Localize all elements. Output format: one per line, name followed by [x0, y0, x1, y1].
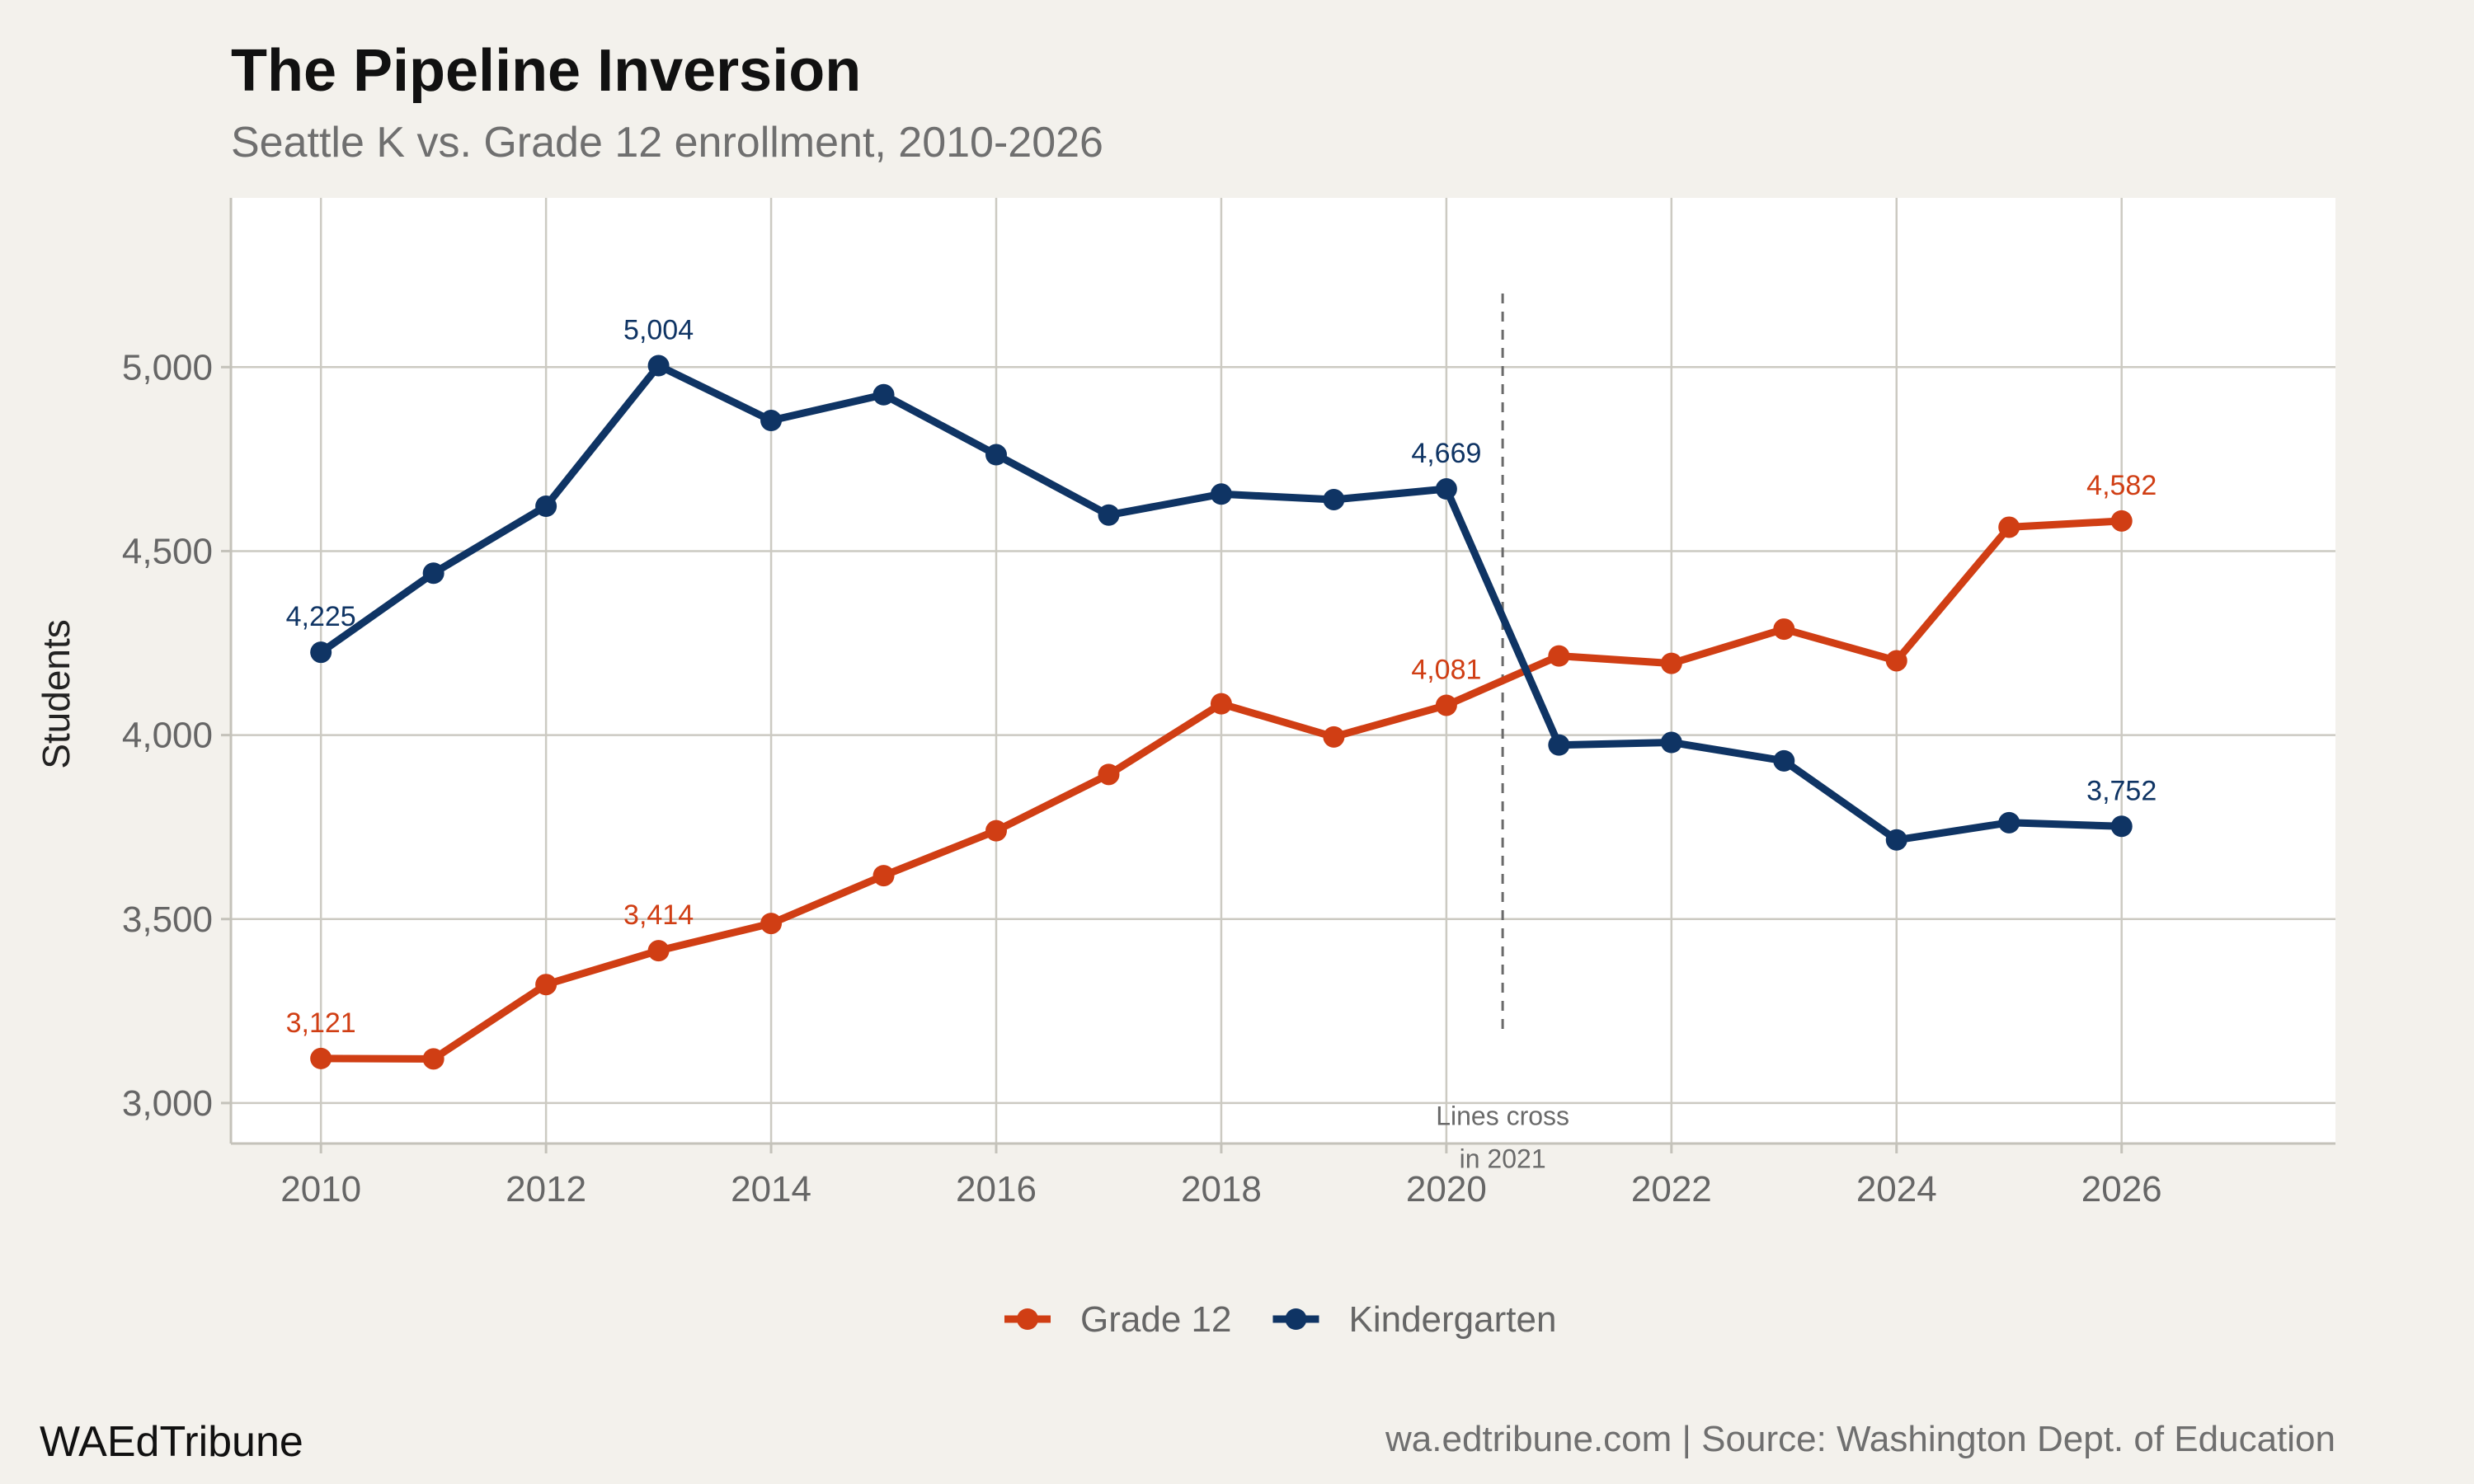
data-point-grade-12 [985, 819, 1007, 842]
y-tick-label: 5,000 [122, 347, 213, 387]
data-point-grade-12 [1773, 618, 1795, 641]
footer-brand: WAEdTribune [40, 1418, 303, 1466]
data-point-grade-12 [760, 913, 783, 935]
y-tick-label: 3,000 [122, 1083, 213, 1124]
y-tick-label: 4,500 [122, 531, 213, 571]
data-point-kindergarten [1435, 478, 1457, 500]
x-tick-label: 2014 [731, 1169, 811, 1209]
legend-label-grade-12: Grade 12 [1080, 1299, 1231, 1340]
data-point-grade-12 [1885, 650, 1907, 672]
data-point-grade-12 [1998, 516, 2020, 538]
chart-subtitle: Seattle K vs. Grade 12 enrollment, 2010-… [231, 119, 1103, 167]
data-point-kindergarten [1998, 811, 2020, 834]
annotations: Lines cross in 2021 [1436, 294, 1569, 1174]
data-point-kindergarten [1773, 749, 1795, 772]
data-labels: 3,121 3,414 4,081 4,582 4,225 5,004 4,669 3,752 [286, 315, 2157, 1039]
data-point-grade-12 [872, 865, 895, 887]
data-point-grade-12 [535, 974, 557, 996]
data-point-kindergarten [985, 444, 1007, 466]
data-label-grade-12: 3,414 [623, 899, 694, 931]
legend-swatch-dot-kindergarten [1285, 1308, 1307, 1330]
y-tick-label: 3,500 [122, 899, 213, 940]
x-tick-label: 2022 [1631, 1169, 1712, 1209]
data-point-kindergarten [1660, 731, 1682, 754]
x-tick-label: 2010 [280, 1169, 361, 1209]
data-point-grade-12 [1660, 652, 1682, 674]
data-point-kindergarten [2110, 815, 2133, 838]
data-point-grade-12 [1098, 763, 1120, 786]
series-lines [310, 355, 2133, 1070]
footer-source: wa.edtribune.com | Source: Washington De… [1385, 1419, 2335, 1459]
data-label-grade-12: 3,121 [286, 1007, 356, 1039]
data-label-grade-12: 4,081 [1411, 654, 1481, 685]
y-axis-label: Students [35, 619, 78, 769]
data-point-kindergarten [647, 355, 670, 377]
legend: Grade 12 Kindergarten [1004, 1299, 1556, 1340]
x-tick-label: 2018 [1181, 1169, 1262, 1209]
legend-swatch-dot-grade-12 [1017, 1308, 1038, 1330]
x-tick-label: 2024 [1856, 1169, 1937, 1209]
data-point-grade-12 [647, 940, 670, 962]
data-label-kindergarten: 4,669 [1411, 438, 1481, 469]
x-tick-label: 2026 [2081, 1169, 2162, 1209]
data-label-kindergarten: 3,752 [2086, 775, 2157, 806]
data-point-grade-12 [1435, 694, 1457, 716]
data-point-grade-12 [422, 1048, 444, 1070]
data-label-kindergarten: 4,225 [286, 601, 356, 632]
x-tick-label: 2020 [1406, 1169, 1487, 1209]
data-point-kindergarten [310, 641, 332, 664]
chart-title: The Pipeline Inversion [231, 38, 861, 104]
x-tick-label: 2016 [956, 1169, 1037, 1209]
data-point-kindergarten [1098, 504, 1120, 526]
axes: 3,000 3,500 4,000 4,500 5,000 2010 2012 2014 201… [122, 198, 2335, 1209]
data-label-kindergarten: 5,004 [623, 315, 694, 346]
crossover-annotation-line: Lines cross [1436, 1101, 1569, 1131]
data-label-grade-12: 4,582 [2086, 470, 2157, 501]
data-point-kindergarten [535, 495, 557, 518]
data-point-kindergarten [760, 410, 783, 432]
data-point-kindergarten [1548, 734, 1570, 756]
y-tick-label: 4,000 [122, 716, 213, 756]
data-point-grade-12 [2110, 510, 2133, 532]
data-point-kindergarten [1885, 829, 1907, 851]
legend-label-kindergarten: Kindergarten [1348, 1299, 1556, 1340]
data-point-grade-12 [1210, 693, 1232, 715]
data-point-grade-12 [1323, 726, 1345, 748]
crossover-annotation-line: in 2021 [1460, 1144, 1546, 1174]
data-point-grade-12 [1548, 645, 1570, 667]
data-point-kindergarten [872, 383, 895, 406]
x-tick-label: 2012 [506, 1169, 586, 1209]
crossover-annotation: Lines cross in 2021 [1436, 1101, 1569, 1174]
plot-panel [231, 198, 2335, 1144]
data-point-kindergarten [422, 562, 444, 585]
data-point-kindergarten [1210, 483, 1232, 505]
data-point-kindergarten [1323, 488, 1345, 510]
data-point-grade-12 [310, 1047, 332, 1069]
